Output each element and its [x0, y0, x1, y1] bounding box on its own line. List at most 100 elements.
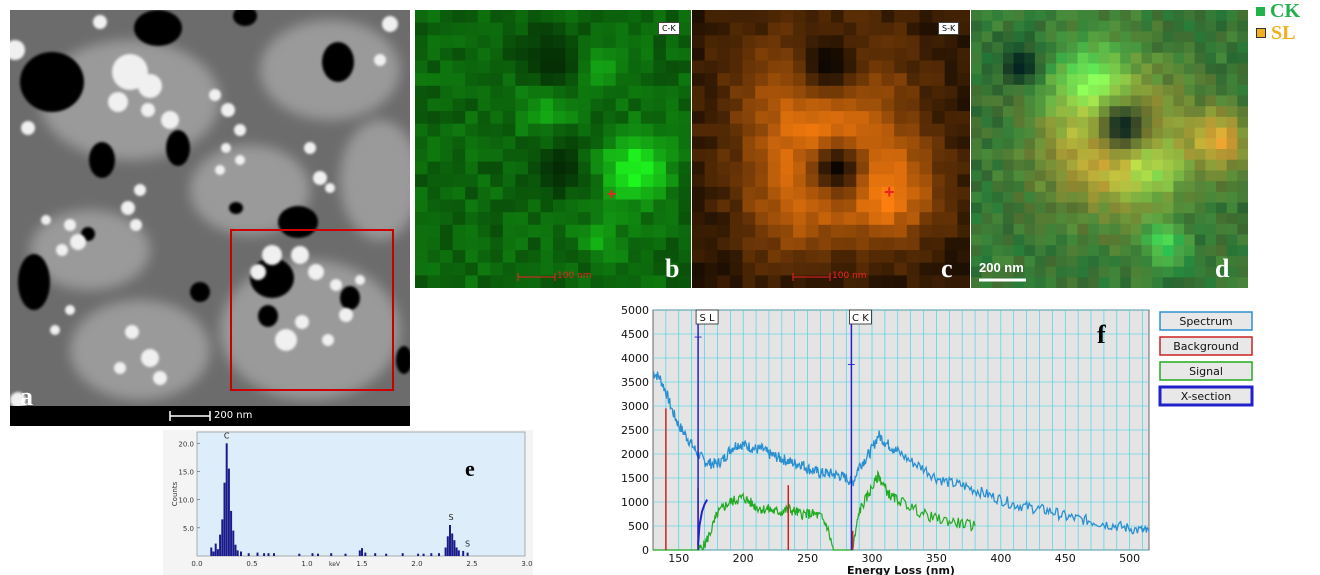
eels-y-tick: 500	[628, 520, 649, 533]
eels-y-tick: 4000	[621, 352, 649, 365]
panel-label-e: e	[465, 456, 475, 481]
eds-bar	[247, 553, 250, 556]
eds-bar	[212, 551, 215, 556]
eds-bar	[234, 544, 237, 556]
panel-label-a: a	[20, 382, 33, 411]
eels-x-tick: 250	[797, 552, 818, 565]
eels-legend-box	[1159, 336, 1253, 356]
eds-bar	[214, 543, 217, 556]
legend-label-ck: CK	[1270, 0, 1300, 22]
series-spectrum	[652, 371, 1150, 535]
eds-bar	[385, 553, 388, 556]
eds-y-tick: 5.0	[183, 525, 194, 533]
eds-peak-label: S	[465, 540, 470, 549]
panel-b-carbon-map: C-K + 100 nm b	[415, 10, 691, 288]
scale-bar-label-b: 100 nm	[557, 271, 592, 281]
edge-marker-cross: +	[847, 358, 856, 371]
eds-x-label: keV	[329, 561, 341, 568]
eds-bar	[256, 552, 259, 556]
eds-x-tick: 0.0	[191, 560, 202, 568]
panel-d-overlay-map: 200 nm d	[971, 10, 1248, 288]
eds-bar	[466, 552, 469, 556]
eds-bar	[438, 553, 440, 556]
eds-bar	[358, 550, 361, 556]
eds-bar	[216, 549, 219, 556]
eels-x-tick: 500	[1119, 552, 1140, 565]
eels-y-tick: 5000	[621, 304, 649, 317]
panel-e-eds-spectrum: 5.0 10.0 15.0 20.0 0.0 0.5 1.0 1.5 2.0 2.5 3.0 Coun…	[163, 430, 533, 575]
eels-y-tick: 4500	[621, 328, 649, 341]
eels-x-label: Energy Loss (nm)	[847, 564, 955, 575]
eels-legend-label: Spectrum	[1179, 315, 1232, 328]
panel-f-eels-spectrum: 0 500 1000 1500 2000 2500 3000 3500 4000 4500 5000…	[605, 298, 1260, 575]
eds-x-tick: 2.5	[466, 560, 477, 568]
scale-bar-b	[517, 273, 556, 281]
eds-bar	[298, 553, 301, 556]
legend-label-sl: SL	[1271, 22, 1296, 44]
eds-peak-label: S	[449, 513, 454, 522]
eds-y-label: Counts	[171, 481, 179, 506]
eds-chart: 5.0 10.0 15.0 20.0 0.0 0.5 1.0 1.5 2.0 2.5 3.0 Coun…	[163, 430, 533, 575]
eds-bar	[273, 553, 275, 556]
eels-y-tick: 2500	[621, 424, 649, 437]
eels-y-tick: 3000	[621, 400, 649, 413]
series-x-section	[697, 499, 708, 546]
eds-bar	[232, 530, 235, 556]
eds-bar	[317, 553, 319, 556]
eels-x-tick: 200	[733, 552, 754, 565]
eds-bar	[446, 536, 449, 556]
sem-image-canvas	[10, 10, 410, 426]
eels-y-tick: 3500	[621, 376, 649, 389]
eds-bar	[417, 553, 420, 556]
eds-x-tick: 1.5	[356, 560, 367, 568]
edge-marker-cross: +	[693, 330, 702, 343]
element-legend: CK SL	[1256, 0, 1300, 44]
legend-swatch-sl	[1256, 28, 1266, 38]
eds-bar	[263, 553, 266, 556]
eds-bar	[221, 519, 224, 556]
eds-bar	[267, 553, 270, 556]
sulfur-map-canvas	[692, 10, 970, 288]
eds-bar	[225, 443, 228, 556]
carbon-map-canvas	[415, 10, 691, 288]
eds-plot-area	[196, 431, 526, 557]
eds-bar	[344, 553, 347, 556]
eds-bar	[455, 547, 458, 556]
eels-y-tick: 2000	[621, 448, 649, 461]
eels-chart: 0 500 1000 1500 2000 2500 3000 3500 4000 4500 5000…	[621, 304, 1254, 575]
legend-item-ck: CK	[1256, 0, 1300, 22]
edge-label-box	[695, 309, 719, 325]
eds-bar	[330, 553, 333, 556]
eels-x-tick: 450	[1055, 552, 1076, 565]
eels-y-tick: 0	[642, 544, 649, 557]
eds-bar	[219, 534, 222, 556]
eds-bar	[453, 540, 456, 556]
eels-legend-box	[1158, 385, 1254, 407]
eels-y-tick: 1500	[621, 472, 649, 485]
eels-legend-box	[1159, 361, 1253, 381]
edge-label: S L	[700, 313, 716, 324]
eds-bar	[364, 552, 367, 556]
map-chip-sk: S-K	[938, 22, 960, 35]
eels-y-tick: 1000	[621, 496, 649, 509]
region-of-interest-box	[230, 229, 394, 391]
eds-bar	[236, 550, 239, 556]
panel-label-f: f	[1097, 320, 1106, 349]
eds-peak-label: C	[224, 431, 230, 440]
eds-x-tick: 2.0	[411, 560, 422, 568]
eds-bar	[457, 550, 460, 556]
eds-bar	[311, 553, 314, 556]
scale-bar-label-c: 100 nm	[832, 271, 867, 281]
eds-bar	[240, 551, 242, 556]
eds-bar	[227, 468, 230, 556]
eels-x-tick: 350	[926, 552, 947, 565]
panel-label-c: c	[941, 254, 953, 283]
eds-bar	[230, 510, 233, 556]
panel-a-sem-image: 200 nm a	[10, 10, 410, 426]
cursor-marker: +	[884, 182, 895, 202]
eds-bar	[462, 550, 465, 556]
eds-bar	[361, 548, 363, 556]
eds-bar	[422, 553, 425, 556]
eds-x-tick: 3.0	[521, 560, 532, 568]
eels-x-tick: 300	[862, 552, 883, 565]
